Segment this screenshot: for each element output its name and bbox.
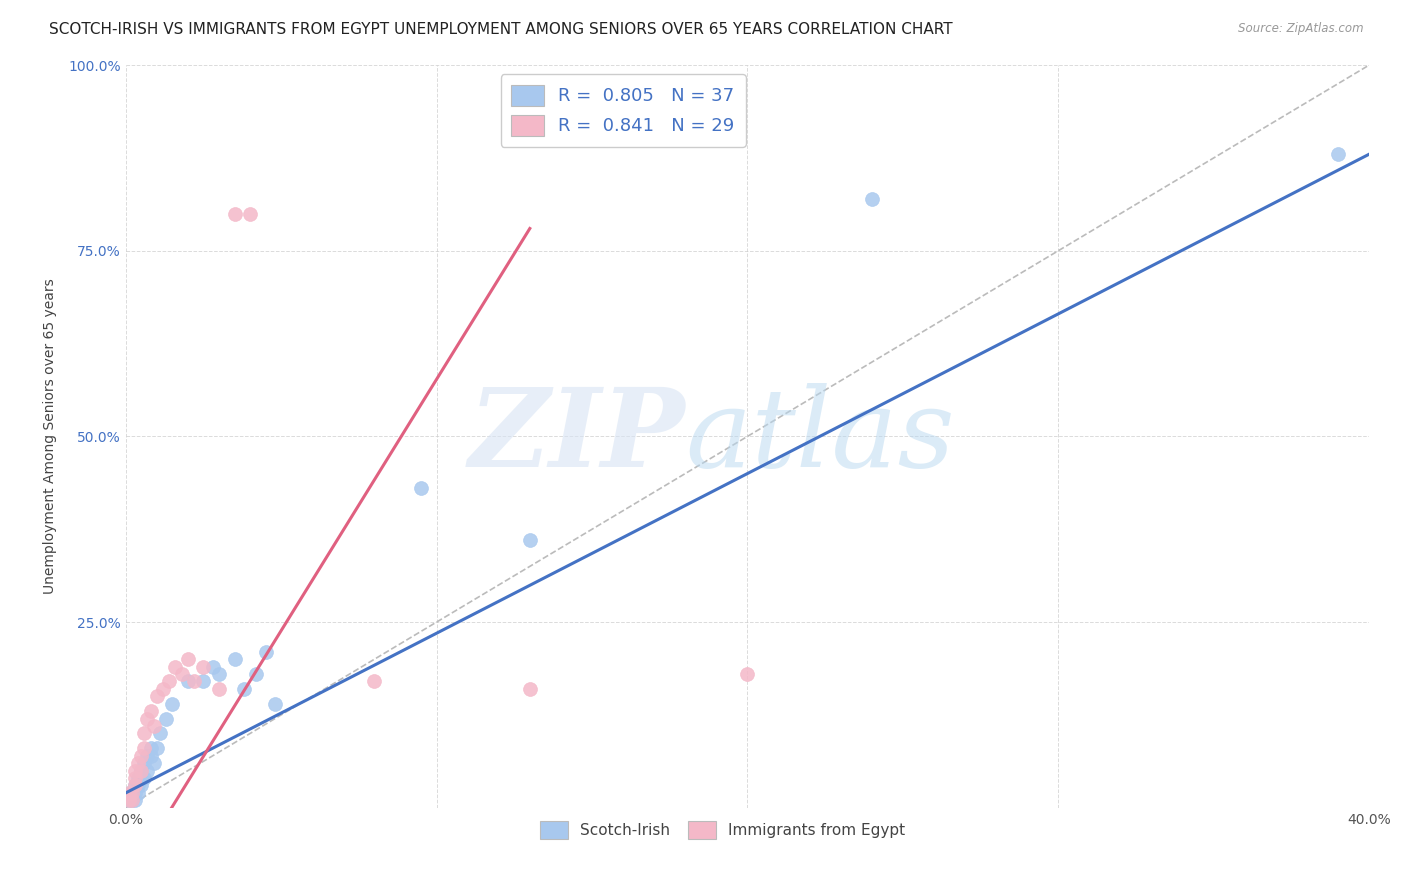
- Point: [860, 192, 883, 206]
- Point: [142, 756, 165, 771]
- Text: atlas: atlas: [685, 383, 955, 491]
- Point: [409, 482, 432, 496]
- Point: [124, 793, 146, 807]
- Point: [136, 764, 159, 778]
- Point: [245, 667, 267, 681]
- Point: [146, 690, 169, 704]
- Point: [183, 674, 205, 689]
- Point: [201, 659, 224, 673]
- Point: [363, 674, 385, 689]
- Point: [124, 779, 146, 793]
- Point: [134, 726, 156, 740]
- Point: [152, 681, 174, 696]
- Point: [139, 704, 162, 718]
- Point: [129, 779, 152, 793]
- Point: [165, 659, 187, 673]
- Point: [146, 741, 169, 756]
- Point: [264, 697, 287, 711]
- Point: [124, 779, 146, 793]
- Point: [193, 659, 215, 673]
- Point: [519, 533, 541, 548]
- Point: [177, 674, 200, 689]
- Point: [134, 756, 156, 771]
- Point: [208, 667, 231, 681]
- Point: [129, 764, 152, 778]
- Point: [134, 771, 156, 785]
- Point: [136, 748, 159, 763]
- Point: [139, 748, 162, 763]
- Text: SCOTCH-IRISH VS IMMIGRANTS FROM EGYPT UNEMPLOYMENT AMONG SENIORS OVER 65 YEARS C: SCOTCH-IRISH VS IMMIGRANTS FROM EGYPT UN…: [49, 22, 953, 37]
- Point: [118, 793, 141, 807]
- Point: [124, 786, 146, 800]
- Point: [136, 712, 159, 726]
- Point: [162, 697, 184, 711]
- Point: [1327, 147, 1350, 161]
- Point: [121, 793, 143, 807]
- Text: ZIP: ZIP: [468, 383, 685, 491]
- Point: [177, 652, 200, 666]
- Point: [224, 652, 246, 666]
- Y-axis label: Unemployment Among Seniors over 65 years: Unemployment Among Seniors over 65 years: [44, 278, 58, 594]
- Point: [142, 719, 165, 733]
- Point: [155, 712, 177, 726]
- Point: [254, 645, 277, 659]
- Point: [129, 748, 152, 763]
- Point: [121, 786, 143, 800]
- Point: [118, 793, 141, 807]
- Point: [232, 681, 254, 696]
- Point: [127, 779, 149, 793]
- Point: [208, 681, 231, 696]
- Point: [193, 674, 215, 689]
- Point: [737, 667, 759, 681]
- Point: [127, 756, 149, 771]
- Point: [127, 786, 149, 800]
- Point: [170, 667, 193, 681]
- Point: [124, 771, 146, 785]
- Point: [239, 206, 262, 220]
- Point: [127, 771, 149, 785]
- Point: [224, 206, 246, 220]
- Point: [118, 786, 141, 800]
- Point: [157, 674, 180, 689]
- Point: [129, 764, 152, 778]
- Text: Source: ZipAtlas.com: Source: ZipAtlas.com: [1239, 22, 1364, 36]
- Point: [519, 681, 541, 696]
- Point: [149, 726, 172, 740]
- Point: [129, 771, 152, 785]
- Point: [134, 741, 156, 756]
- Legend: Scotch-Irish, Immigrants from Egypt: Scotch-Irish, Immigrants from Egypt: [534, 814, 911, 845]
- Point: [121, 786, 143, 800]
- Point: [139, 741, 162, 756]
- Point: [124, 764, 146, 778]
- Point: [121, 793, 143, 807]
- Point: [118, 786, 141, 800]
